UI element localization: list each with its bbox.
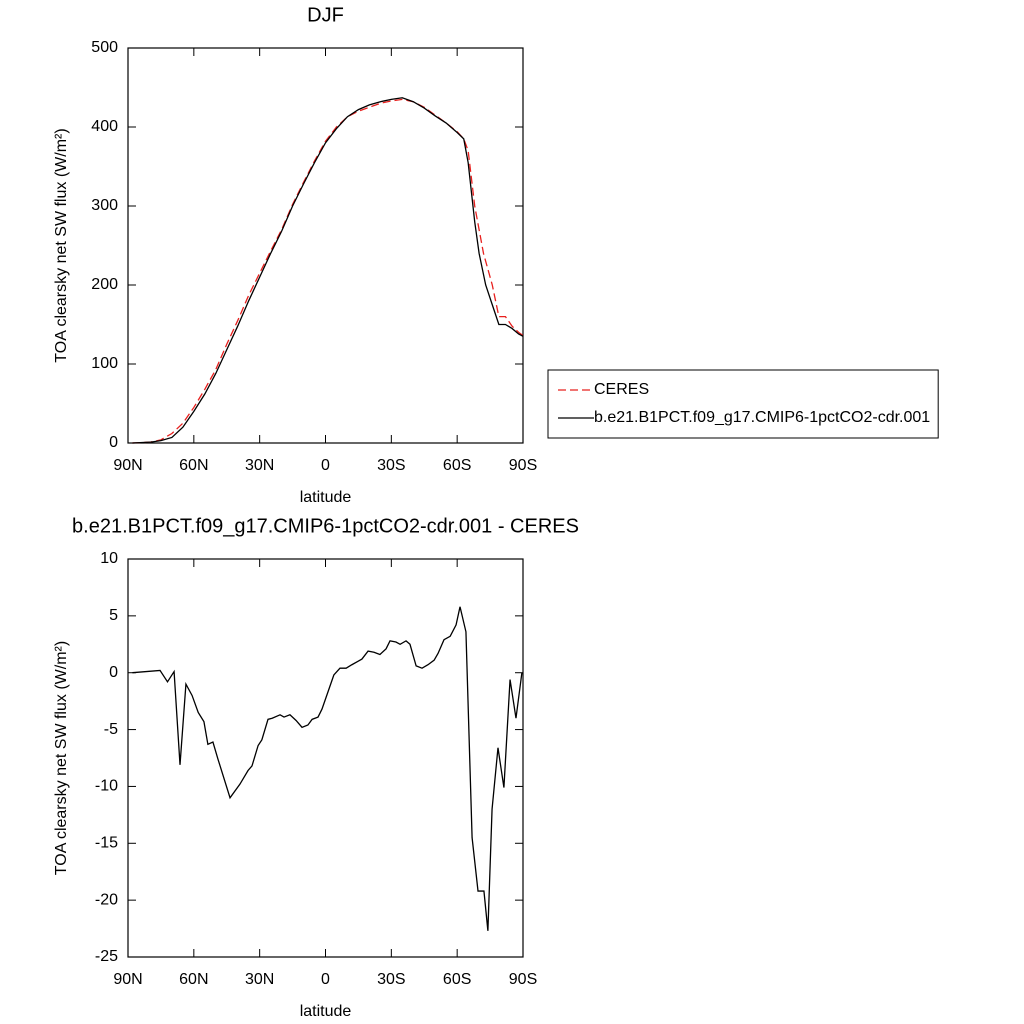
y-tick-label: 5 xyxy=(109,607,118,624)
y-axis-label: TOA clearsky net SW flux (W/m²) xyxy=(53,641,70,875)
x-tick-label: 90N xyxy=(113,457,142,474)
legend-label: b.e21.B1PCT.f09_g17.CMIP6-1pctCO2-cdr.00… xyxy=(594,409,930,426)
data-line xyxy=(132,98,524,444)
y-tick-label: 10 xyxy=(100,550,118,567)
y-tick-label: 300 xyxy=(91,197,118,214)
x-tick-label: 0 xyxy=(321,457,330,474)
chart-title: b.e21.B1PCT.f09_g17.CMIP6-1pctCO2-cdr.00… xyxy=(72,515,579,537)
y-tick-label: 0 xyxy=(109,434,118,451)
plot-frame xyxy=(127,558,524,958)
legend-box xyxy=(547,369,939,439)
x-tick-label: 60S xyxy=(443,457,471,474)
y-tick-label: -25 xyxy=(95,948,118,965)
x-tick-label: 60N xyxy=(179,971,208,988)
y-tick-label: 100 xyxy=(91,355,118,372)
x-tick-label: 30N xyxy=(245,457,274,474)
y-tick-label: 400 xyxy=(91,118,118,135)
x-axis-label: latitude xyxy=(300,489,352,506)
y-tick-label: -5 xyxy=(104,721,118,738)
x-tick-label: 60S xyxy=(443,971,471,988)
legend: CERES b.e21.B1PCT.f09_g17.CMIP6-1pctCO2-c… xyxy=(547,369,939,439)
y-tick-label: 200 xyxy=(91,276,118,293)
y-tick-label: -15 xyxy=(95,835,118,852)
x-tick-label: 30S xyxy=(377,971,405,988)
legend-label: CERES xyxy=(594,381,649,398)
x-tick-label: 90S xyxy=(509,457,537,474)
x-tick-label: 0 xyxy=(321,971,330,988)
data-line xyxy=(132,606,523,931)
x-tick-label: 60N xyxy=(179,457,208,474)
y-tick-label: 0 xyxy=(109,664,118,681)
x-tick-label: 30S xyxy=(377,457,405,474)
plot-frame xyxy=(127,47,524,444)
y-tick-label: -10 xyxy=(95,778,118,795)
chart-title: DJF xyxy=(307,4,344,26)
x-axis-label: latitude xyxy=(300,1003,352,1020)
x-tick-label: 90N xyxy=(113,971,142,988)
y-tick-label: -20 xyxy=(95,891,118,908)
data-line xyxy=(132,97,524,444)
x-tick-label: 90S xyxy=(509,971,537,988)
y-axis-label: TOA clearsky net SW flux (W/m²) xyxy=(53,128,70,362)
x-tick-label: 30N xyxy=(245,971,274,988)
y-tick-label: 500 xyxy=(91,39,118,56)
